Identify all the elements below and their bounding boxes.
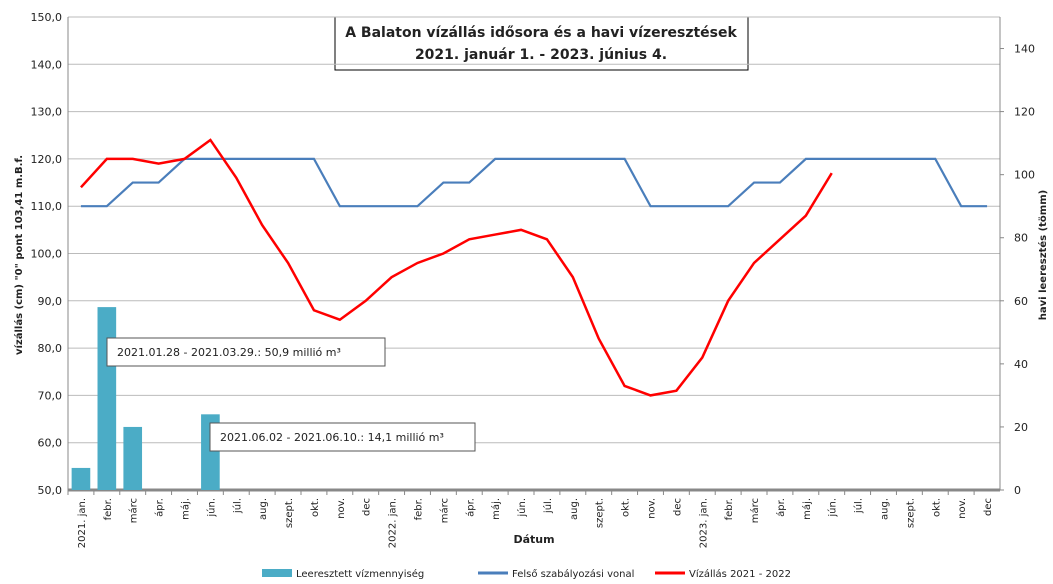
y-tick-label: 80,0 (38, 342, 63, 355)
x-tick-label: máj. (180, 498, 192, 520)
y-tick-label: 110,0 (31, 200, 63, 213)
x-tick-label: szept. (284, 498, 295, 528)
x-tick-label: júl. (231, 498, 243, 514)
x-tick-label: jún. (827, 498, 839, 518)
line (80, 138, 833, 397)
annotation: 2021.06.02 - 2021.06.10.: 14,1 millió m³ (220, 431, 444, 444)
legend-label: Vízállás 2021 - 2022 (689, 568, 791, 580)
x-tick-label: ápr. (775, 498, 787, 517)
bar (123, 426, 143, 490)
y-tick-label: 70,0 (38, 389, 63, 402)
y-tick-label: 130,0 (31, 106, 63, 119)
y2-tick-label: 20 (1014, 421, 1028, 434)
y2-tick-label: 60 (1014, 295, 1028, 308)
x-tick-label: nov. (336, 498, 347, 519)
x-tick-label: 2023. jan. (698, 498, 709, 548)
x-tick-label: szept. (905, 498, 916, 528)
x-tick-label: 2021. jan. (77, 498, 88, 548)
x-tick-label: dec (362, 498, 373, 516)
y2-tick-label: 40 (1014, 358, 1028, 371)
x-tick-label: febr. (414, 498, 425, 520)
annotation-box (106, 337, 386, 367)
chart-title: A Balaton vízállás idősora és a havi víz… (345, 25, 737, 41)
x-tick-label: dec (983, 498, 994, 516)
x-tick-label: ápr. (154, 498, 166, 517)
x-tick-label: márc (128, 498, 140, 523)
x-tick-label: márc (749, 498, 761, 523)
x-tick-label: nov. (647, 498, 658, 519)
x-tick-label: aug. (880, 498, 891, 520)
y2-tick-label: 100 (1014, 169, 1035, 182)
annotation: 2021.01.28 - 2021.03.29.: 50,9 millió m³ (117, 346, 341, 359)
x-tick-label: máj. (801, 498, 813, 520)
x-tick-label: máj. (490, 498, 502, 520)
x-tick-label: júl. (542, 498, 554, 514)
legend-label: Felső szabályozási vonal (512, 568, 634, 580)
x-tick-label: aug. (569, 498, 580, 520)
y-tick-label: 50,0 (38, 484, 63, 497)
x-tick-label: okt. (310, 498, 321, 517)
y-tick-label: 90,0 (38, 295, 63, 308)
x-tick-label: márc (438, 498, 450, 523)
y-tick-label: 100,0 (31, 248, 63, 261)
x-tick-label: 2022. jan. (388, 498, 399, 548)
x-tick-label: jún. (205, 498, 217, 518)
y2-axis-label: havi leeresztés (tömm) (1037, 190, 1049, 320)
y2-tick-label: 0 (1014, 484, 1021, 497)
bar (97, 307, 117, 490)
x-tick-label: nov. (957, 498, 968, 519)
x-tick-label: dec (672, 498, 683, 516)
bar (71, 467, 91, 490)
x-tick-label: júl. (853, 498, 865, 514)
y2-tick-label: 80 (1014, 232, 1028, 245)
legend-label: Leeresztett vízmennyiség (296, 568, 424, 580)
chart-subtitle: 2021. január 1. - 2023. június 4. (415, 47, 667, 63)
x-tick-label: jún. (516, 498, 528, 518)
y2-tick-label: 120 (1014, 106, 1035, 119)
x-tick-label: okt. (621, 498, 632, 517)
legend-swatch (262, 569, 292, 577)
x-tick-label: ápr. (464, 498, 476, 517)
x-tick-label: febr. (103, 498, 114, 520)
x-axis-label: Dátum (513, 533, 554, 546)
y-tick-label: 140,0 (31, 58, 63, 71)
y2-tick-label: 140 (1014, 43, 1035, 56)
line (80, 157, 988, 208)
x-tick-label: febr. (724, 498, 735, 520)
y-axis-label: vízállás (cm) "0" pont 103,41 m.B.f. (13, 155, 25, 355)
y-tick-label: 60,0 (38, 437, 63, 450)
x-tick-label: aug. (258, 498, 269, 520)
x-tick-label: okt. (931, 498, 942, 517)
x-tick-label: szept. (595, 498, 606, 528)
annotation-box (209, 422, 476, 452)
title-box (334, 16, 749, 71)
y-tick-label: 120,0 (31, 153, 63, 166)
y-tick-label: 150,0 (31, 11, 63, 24)
